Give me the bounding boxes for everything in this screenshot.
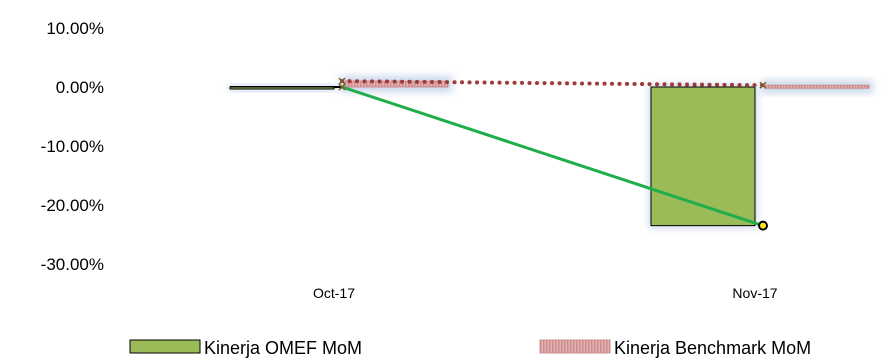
x-tick-label: Nov-17 (732, 285, 777, 301)
omef-legend-swatch (129, 339, 201, 354)
omef-point (758, 220, 768, 231)
benchmark-legend-label: Kinerja Benchmark MoM (614, 338, 811, 358)
x-tick-label: Oct-17 (313, 285, 355, 301)
y-tick-label: -10.00% (41, 137, 104, 156)
omef-point (338, 83, 346, 91)
y-tick-label: 0.00% (56, 78, 104, 97)
omef-bar (229, 86, 335, 90)
benchmark-legend-swatch (539, 339, 611, 354)
y-tick-label: -20.00% (41, 196, 104, 215)
y-tick-label: -30.00% (41, 255, 104, 274)
y-tick-label: 10.00% (46, 19, 104, 38)
benchmark-point (759, 81, 767, 89)
benchmark-line (340, 79, 765, 88)
omef-bar (650, 86, 756, 227)
omef-line (341, 85, 764, 228)
benchmark-point (338, 77, 346, 85)
omef-legend-label: Kinerja OMEF MoM (204, 338, 362, 358)
benchmark-bar (764, 84, 870, 89)
